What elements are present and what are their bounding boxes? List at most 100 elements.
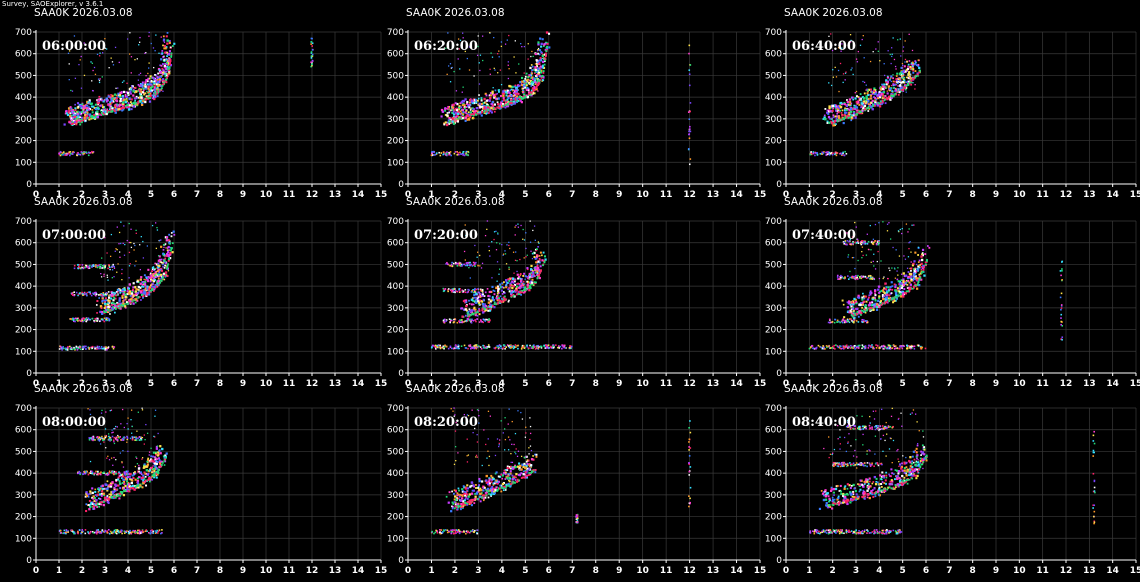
- x-tick-label: 7: [569, 190, 575, 200]
- scatter-point: [96, 53, 99, 56]
- scatter-point: [134, 293, 137, 296]
- scatter-point: [449, 81, 452, 83]
- scatter-point: [434, 153, 437, 156]
- scatter-point: [688, 163, 691, 166]
- scatter-point: [504, 104, 507, 106]
- scatter-point: [139, 279, 141, 281]
- scatter-point: [103, 346, 106, 349]
- scatter-point: [543, 63, 546, 66]
- scatter-point: [499, 95, 502, 97]
- scatter-point: [104, 47, 106, 49]
- x-tick-label: 3: [853, 190, 859, 200]
- scatter-point: [502, 300, 505, 303]
- scatter-point: [856, 102, 859, 105]
- scatter-point: [468, 98, 472, 102]
- scatter-point: [465, 151, 467, 154]
- scatter-point: [836, 120, 839, 123]
- scatter-point: [159, 70, 162, 73]
- scatter-point: [166, 266, 169, 268]
- scatter-point: [149, 285, 151, 288]
- scatter-point: [153, 77, 156, 80]
- scatter-point: [445, 152, 448, 155]
- scatter-point: [150, 274, 153, 277]
- scatter-point: [82, 109, 84, 112]
- scatter-point: [516, 287, 519, 290]
- scatter-point: [103, 302, 107, 305]
- scatter-point: [99, 98, 102, 101]
- scatter-point: [167, 64, 170, 66]
- scatter-point: [509, 347, 512, 349]
- scatter-point: [523, 93, 526, 96]
- scatter-point: [160, 239, 162, 241]
- scatter-point: [165, 274, 168, 277]
- scatter-point: [508, 241, 510, 244]
- scatter-point: [134, 244, 136, 247]
- scatter-point: [867, 88, 871, 91]
- scatter-point: [138, 296, 141, 298]
- scatter-point: [84, 113, 87, 117]
- scatter-point: [512, 294, 515, 297]
- scatter-point: [834, 153, 836, 156]
- scatter-point: [100, 307, 103, 310]
- scatter-point: [884, 98, 887, 101]
- y-tick-label: 0: [398, 369, 404, 379]
- scatter-point: [909, 77, 912, 80]
- scatter-point: [516, 260, 518, 262]
- scatter-point: [460, 109, 463, 112]
- scatter-point: [457, 345, 459, 348]
- scatter-point: [857, 109, 860, 112]
- scatter-point: [162, 83, 164, 86]
- scatter-point: [532, 229, 534, 232]
- scatter-point: [459, 288, 461, 290]
- scatter-point: [522, 291, 525, 294]
- scatter-point: [144, 100, 147, 104]
- scatter-point: [456, 321, 459, 324]
- scatter-point: [878, 105, 882, 108]
- scatter-point: [828, 105, 831, 108]
- scatter-point: [520, 284, 523, 287]
- scatter-point: [834, 119, 836, 122]
- scatter-point: [495, 286, 498, 290]
- scatter-point: [513, 94, 516, 97]
- scatter-point: [102, 292, 105, 294]
- scatter-point: [826, 111, 829, 114]
- scatter-point: [502, 253, 505, 255]
- scatter-point: [515, 90, 518, 93]
- scatter-point: [688, 84, 691, 87]
- scatter-point: [450, 318, 452, 321]
- scatter-point: [872, 51, 874, 53]
- scatter-point: [166, 249, 169, 252]
- scatter-point: [119, 95, 122, 98]
- scatter-point: [103, 267, 106, 270]
- scatter-point: [448, 110, 451, 113]
- scatter-point: [855, 105, 857, 108]
- scatter-point: [867, 103, 870, 105]
- y-tick-label: 500: [15, 260, 32, 270]
- scatter-point: [461, 117, 464, 120]
- scatter-point: [537, 68, 540, 71]
- scatter-point: [456, 118, 459, 121]
- scatter-point: [99, 78, 101, 80]
- scatter-point: [514, 344, 517, 346]
- scatter-point: [105, 299, 108, 302]
- scatter-point: [462, 86, 464, 88]
- scatter-point: [76, 106, 80, 109]
- scatter-point: [506, 244, 508, 246]
- scatter-point: [148, 100, 152, 103]
- scatter-point: [455, 346, 458, 348]
- scatter-point: [524, 77, 527, 80]
- scatter-point: [488, 309, 492, 312]
- scatter-point: [142, 87, 145, 90]
- scatter-point: [533, 72, 536, 75]
- scatter-point: [89, 318, 91, 321]
- scatter-point: [470, 311, 472, 314]
- scatter-point: [506, 39, 508, 41]
- scatter-point: [98, 345, 101, 348]
- y-tick-label: 500: [765, 71, 782, 81]
- scatter-point: [474, 346, 476, 348]
- scatter-point: [892, 77, 895, 80]
- scatter-point: [518, 292, 521, 295]
- scatter-point: [147, 293, 151, 296]
- scatter-point: [164, 255, 166, 257]
- scatter-point: [878, 93, 881, 96]
